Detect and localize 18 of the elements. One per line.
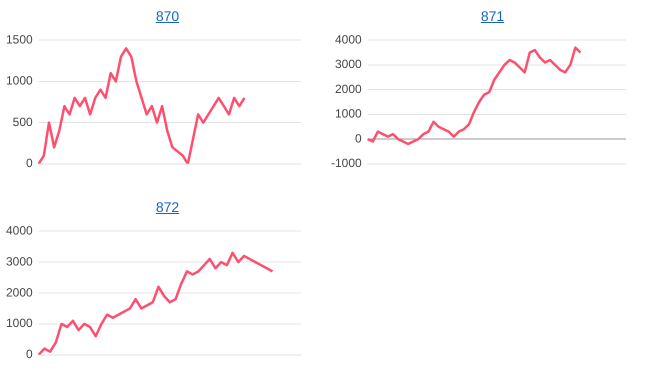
- y-tick-label: 2000: [334, 82, 362, 96]
- y-tick-label: 0: [26, 347, 34, 362]
- chart-title: 872: [154, 198, 180, 217]
- y-tick-label: 1500: [6, 32, 34, 47]
- y-tick-label: 0: [355, 131, 362, 146]
- y-tick-label: 500: [12, 114, 34, 129]
- y-tick-label: 1000: [6, 316, 34, 330]
- y-tick-label: 4000: [334, 32, 362, 47]
- y-tick-label: 0: [26, 156, 34, 170]
- chart-title: 870: [154, 7, 180, 26]
- y-tick-label: 2000: [6, 285, 34, 300]
- y-tick-label: 3000: [334, 57, 362, 72]
- y-tick-label: 4000: [6, 224, 34, 238]
- y-tick-label: 1000: [6, 74, 34, 88]
- y-tick-label: 3000: [6, 254, 34, 268]
- y-tick-label: 1000: [334, 106, 362, 121]
- chart-title: 871: [480, 7, 506, 26]
- y-tick-label: -1000: [330, 156, 362, 170]
